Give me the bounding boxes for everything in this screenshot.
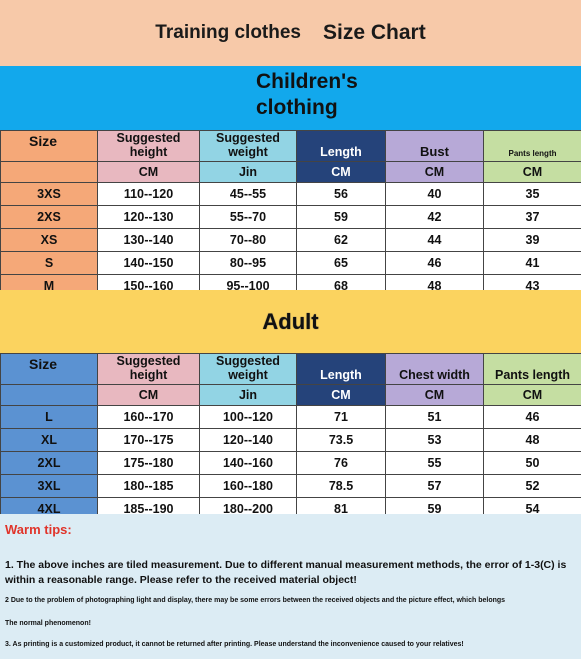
size-cell: 3XS (0, 182, 98, 206)
warm-tips-title: Warm tips: (5, 522, 72, 537)
pants-cell: 37 (483, 205, 581, 229)
height-cell: 110--120 (97, 182, 200, 206)
bust-cell: 42 (385, 205, 484, 229)
bust-cell: 44 (385, 228, 484, 252)
table-row: 2XS 120--130 55--70 59 42 37 (0, 205, 581, 229)
length-cell: 65 (296, 251, 386, 275)
unit-weight: Jin (199, 384, 297, 406)
table-row: 2XL 175--180 140--160 76 55 50 (0, 451, 581, 475)
height-cell: 170--175 (97, 428, 200, 452)
length-cell: 62 (296, 228, 386, 252)
chest-cell: 57 (385, 474, 484, 498)
bust-cell: 40 (385, 182, 484, 206)
children-size-table: Size Suggested height Suggested weight L… (0, 130, 581, 298)
length-cell: 59 (296, 205, 386, 229)
header-length: Length (296, 130, 386, 162)
header-size: Size (0, 130, 98, 162)
pants-cell: 35 (483, 182, 581, 206)
pants-cell: 41 (483, 251, 581, 275)
header-length: Length (296, 353, 386, 385)
height-cell: 175--180 (97, 451, 200, 475)
table-row: S 140--150 80--95 65 46 41 (0, 251, 581, 275)
length-cell: 78.5 (296, 474, 386, 498)
chart-title: Size Chart (323, 21, 426, 44)
unit-length: CM (296, 384, 386, 406)
table-row: XL 170--175 120--140 73.5 53 48 (0, 428, 581, 452)
height-cell: 180--185 (97, 474, 200, 498)
adult-heading: Adult (262, 308, 319, 334)
children-heading-line1: Children's (256, 70, 358, 93)
size-cell: XL (0, 428, 98, 452)
chest-cell: 55 (385, 451, 484, 475)
pants-cell: 50 (483, 451, 581, 475)
height-cell: 160--170 (97, 405, 200, 429)
chest-cell: 51 (385, 405, 484, 429)
table-row: L 160--170 100--120 71 51 46 (0, 405, 581, 429)
table-row: XS 130--140 70--80 62 44 39 (0, 228, 581, 252)
product-title: Training clothes (155, 22, 301, 43)
size-cell: 2XS (0, 205, 98, 229)
height-cell: 120--130 (97, 205, 200, 229)
height-cell: 130--140 (97, 228, 200, 252)
adult-size-table: Size Suggested height Suggested weight L… (0, 353, 581, 521)
adult-section-heading: Adult (0, 290, 581, 353)
header-suggested-weight: Suggested weight (199, 130, 297, 162)
pants-cell: 48 (483, 428, 581, 452)
tip-3: 3. As printing is a customized product, … (5, 641, 464, 648)
bust-cell: 46 (385, 251, 484, 275)
header-chest-width: Chest width (385, 353, 484, 385)
unit-bust: CM (385, 161, 484, 183)
header-pants-length: Pants length (483, 353, 581, 385)
table-row: 3XL 180--185 160--180 78.5 57 52 (0, 474, 581, 498)
unit-size (0, 161, 98, 183)
pants-cell: 52 (483, 474, 581, 498)
header-size: Size (0, 353, 98, 385)
children-heading-line2: clothing (256, 96, 338, 119)
weight-cell: 70--80 (199, 228, 297, 252)
length-cell: 73.5 (296, 428, 386, 452)
length-cell: 56 (296, 182, 386, 206)
tip-2: 2 Due to the problem of photographing li… (5, 597, 506, 604)
size-cell: XS (0, 228, 98, 252)
unit-chest: CM (385, 384, 484, 406)
pants-cell: 46 (483, 405, 581, 429)
header-pants-length: Pants length (483, 130, 581, 162)
weight-cell: 80--95 (199, 251, 297, 275)
size-cell: 3XL (0, 474, 98, 498)
header-suggested-weight: Suggested weight (199, 353, 297, 385)
unit-length: CM (296, 161, 386, 183)
header-suggested-height: Suggested height (97, 130, 200, 162)
size-cell: L (0, 405, 98, 429)
unit-pants: CM (483, 161, 581, 183)
weight-cell: 100--120 (199, 405, 297, 429)
pants-cell: 39 (483, 228, 581, 252)
weight-cell: 160--180 (199, 474, 297, 498)
height-cell: 140--150 (97, 251, 200, 275)
title-bar: Training clothes Size Chart (0, 0, 581, 66)
weight-cell: 120--140 (199, 428, 297, 452)
unit-pants: CM (483, 384, 581, 406)
tip-1: 1. The above inches are tiled measuremen… (5, 559, 567, 586)
table-row: 3XS 110--120 45--55 56 40 35 (0, 182, 581, 206)
chest-cell: 53 (385, 428, 484, 452)
warm-tips-panel: Warm tips: 1. The above inches are tiled… (0, 514, 581, 659)
header-suggested-height: Suggested height (97, 353, 200, 385)
header-bust: Bust (385, 130, 484, 162)
unit-weight: Jin (199, 161, 297, 183)
size-cell: S (0, 251, 98, 275)
length-cell: 71 (296, 405, 386, 429)
weight-cell: 45--55 (199, 182, 297, 206)
length-cell: 76 (296, 451, 386, 475)
unit-size (0, 384, 98, 406)
tip-2-continued: The normal phenomenon! (5, 620, 91, 627)
unit-height: CM (97, 384, 200, 406)
weight-cell: 55--70 (199, 205, 297, 229)
unit-height: CM (97, 161, 200, 183)
size-cell: 2XL (0, 451, 98, 475)
children-section-heading: Children's clothing (0, 66, 581, 130)
weight-cell: 140--160 (199, 451, 297, 475)
